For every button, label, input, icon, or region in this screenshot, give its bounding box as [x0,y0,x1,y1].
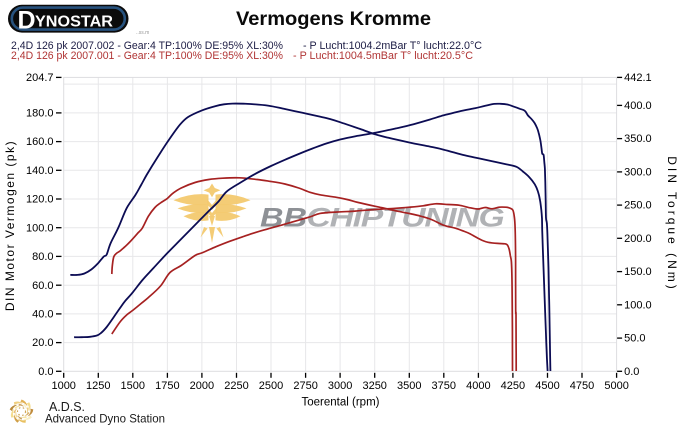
svg-text:3250: 3250 [362,380,386,392]
svg-text:4750: 4750 [570,380,594,392]
svg-text:DIN Torque (Nm): DIN Torque (Nm) [665,156,679,291]
svg-text:1750: 1750 [155,380,179,392]
svg-text:204.7: 204.7 [26,72,54,84]
svg-text:4000: 4000 [466,380,490,392]
svg-text:350.0: 350.0 [624,133,652,145]
svg-text:300.0: 300.0 [624,167,652,179]
svg-text:2750: 2750 [293,380,317,392]
svg-text:0.0: 0.0 [624,366,639,378]
svg-text:100.0: 100.0 [624,299,652,311]
svg-text:160.0: 160.0 [26,136,54,148]
svg-text:1500: 1500 [121,380,145,392]
svg-text:50.0: 50.0 [624,333,645,345]
svg-text:5000: 5000 [604,380,628,392]
svg-text:100.0: 100.0 [26,222,54,234]
svg-text:3000: 3000 [328,380,352,392]
svg-text:150.0: 150.0 [624,266,652,278]
svg-text:Toerental (rpm): Toerental (rpm) [302,397,380,409]
svg-text:D: D [18,7,36,35]
svg-text:Vermogens Kromme: Vermogens Kromme [236,9,431,30]
svg-text:442.1: 442.1 [624,72,652,84]
svg-text:2,4D 126 pk 2007.002 - Gear:4: 2,4D 126 pk 2007.002 - Gear:4 TP:100% DE… [11,40,283,52]
svg-text:1250: 1250 [86,380,110,392]
svg-text:- P Lucht:1004.2mBar T° lucht:: - P Lucht:1004.2mBar T° lucht:22.0°C [303,40,482,52]
svg-text:40.0: 40.0 [32,309,53,321]
svg-text:400.0: 400.0 [624,100,652,112]
svg-text:- P Lucht:1004.5mBar T° lucht:: - P Lucht:1004.5mBar T° lucht:20.5°C [293,50,473,62]
svg-text:2500: 2500 [259,380,283,392]
svg-text:3750: 3750 [432,380,456,392]
svg-text:200.0: 200.0 [624,233,652,245]
svg-text:60.0: 60.0 [32,280,53,292]
svg-text:4250: 4250 [501,380,525,392]
svg-text:180.0: 180.0 [26,108,54,120]
svg-text:0.0: 0.0 [38,366,53,378]
svg-text:4500: 4500 [535,380,559,392]
svg-text:2250: 2250 [224,380,248,392]
svg-text:2,4D 126 pk 2007.001 - Gear:4: 2,4D 126 pk 2007.001 - Gear:4 TP:100% DE… [11,50,283,62]
svg-text:2000: 2000 [190,380,214,392]
svg-text:BB: BB [260,202,307,232]
svg-text:20.0: 20.0 [32,337,53,349]
svg-text:Advanced Dyno Station: Advanced Dyno Station [45,412,165,426]
svg-text:YNOSTAR: YNOSTAR [35,14,113,31]
svg-text:3500: 3500 [397,380,421,392]
svg-text:..ss.m: ..ss.m [136,30,149,36]
svg-text:DIN Motor Vermogen (pk): DIN Motor Vermogen (pk) [3,140,17,311]
svg-text:80.0: 80.0 [32,251,53,263]
svg-text:140.0: 140.0 [26,165,54,177]
svg-text:120.0: 120.0 [26,194,54,206]
svg-text:250.0: 250.0 [624,200,652,212]
svg-text:A.D.S.: A.D.S. [49,399,85,414]
svg-text:1000: 1000 [51,380,75,392]
